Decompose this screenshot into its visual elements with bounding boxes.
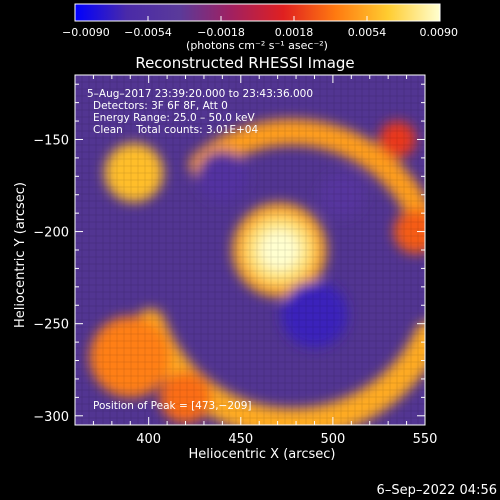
heatmap-blob <box>159 371 212 424</box>
x-tick-label: 500 <box>320 432 345 447</box>
heatmap <box>75 75 425 425</box>
x-tick-label: 550 <box>413 432 438 447</box>
annotation-time-range: 5–Aug–2017 23:39:20.000 to 23:43:36.000 <box>87 88 313 100</box>
heatmap-blob <box>320 172 365 217</box>
colorbar-ticks: −0.0090 −0.0054 −0.0018 0.0018 0.0054 0.0090 <box>62 16 458 39</box>
y-axis-label: Heliocentric Y (arcsec) <box>13 182 28 328</box>
annotation-detectors: Detectors: 3F 6F 8F, Att 0 <box>93 100 228 112</box>
heatmap-blob <box>281 281 348 348</box>
colorbar-tick-label: −0.0054 <box>124 26 172 39</box>
heatmap-arc <box>189 119 425 249</box>
annotation-energy: Energy Range: 25.0 – 50.0 keV <box>93 112 255 124</box>
chart-title: Reconstructed RHESSI Image <box>135 54 354 72</box>
colorbar-tick-label: 0.0054 <box>348 26 387 39</box>
colorbar-unit-label: (photons cm⁻² s⁻¹ asec⁻²) <box>186 39 328 52</box>
annotation-peak: Position of Peak = [473,−209] <box>93 400 252 412</box>
x-tick-label: 400 <box>136 432 161 447</box>
x-tick-label: 450 <box>228 432 253 447</box>
y-tick-label: −300 <box>33 410 69 425</box>
heatmap-blob <box>378 121 416 158</box>
heatmap-core <box>258 229 301 271</box>
y-tick-label: −250 <box>33 318 69 333</box>
heatmap-arc <box>135 309 425 425</box>
heatmap-blob <box>196 150 249 203</box>
axis-ticks: 400 450 500 550 −150 −200 −250 −300 <box>33 75 437 447</box>
footer-timestamp: 6–Sep–2022 04:56 <box>377 483 497 498</box>
colorbar-tick-label: 0.0090 <box>420 26 459 39</box>
heatmap-blob <box>393 209 425 254</box>
heatmap-blob <box>89 316 171 398</box>
y-tick-label: −200 <box>33 226 69 241</box>
annotation-clean: Clean Total counts: 3.01E+04 <box>93 124 258 136</box>
heatmap-blob <box>104 143 164 203</box>
colorbar-tick-label: 0.0018 <box>275 26 314 39</box>
x-axis-label: Heliocentric X (arcsec) <box>189 447 336 462</box>
colorbar <box>74 3 441 22</box>
colorbar-tick-label: −0.0018 <box>197 26 245 39</box>
y-tick-label: −150 <box>33 133 69 148</box>
colorbar-tick-label: −0.0090 <box>62 26 110 39</box>
